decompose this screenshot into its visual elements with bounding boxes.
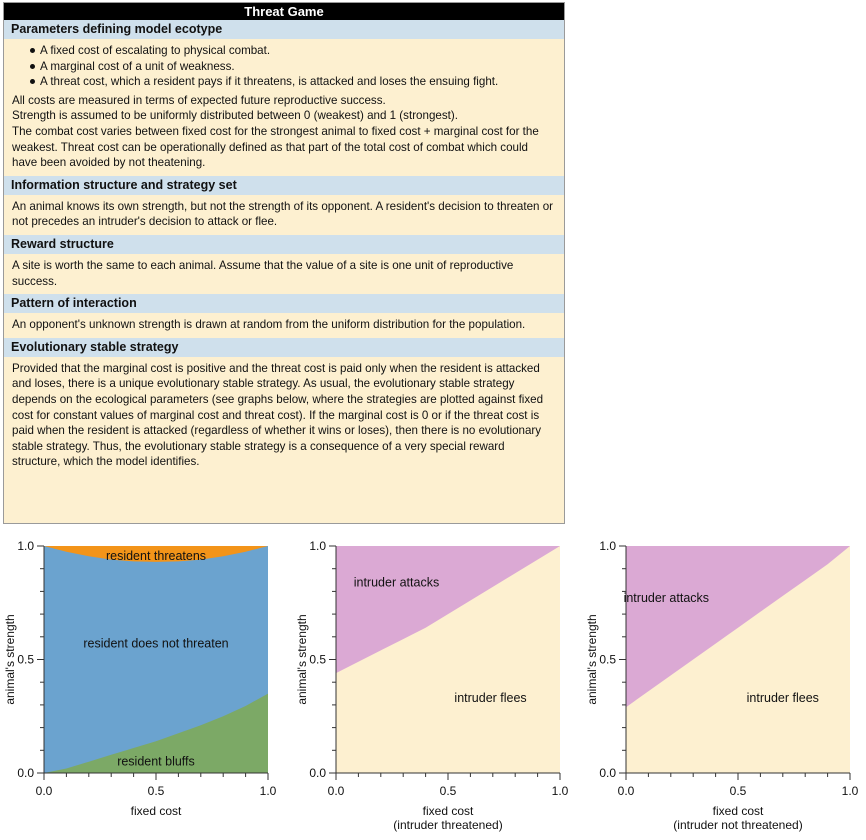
y-tick-label: 0.0 bbox=[599, 766, 616, 780]
y-tick-label: 0.0 bbox=[309, 766, 326, 780]
region-label-resident-threatens: resident threatens bbox=[106, 549, 206, 563]
ecotype-bullet-list: A fixed cost of escalating to physical c… bbox=[12, 43, 556, 93]
y-tick-label: 1.0 bbox=[17, 539, 34, 553]
y-tick-label: 0.5 bbox=[309, 653, 326, 667]
region-intruder-attacks bbox=[336, 546, 560, 674]
x-axis-label-line2: (intruder threatened) bbox=[393, 818, 502, 832]
intruder-not-threatened-chart: 0.0 0.5 1.0 0.0 0.5 1.0 fixed cost(intruder no… bbox=[585, 539, 859, 832]
x-tick-label: 1.0 bbox=[552, 784, 569, 798]
section-heading-information: Information structure and strategy set bbox=[4, 175, 564, 195]
x-tick-label: 0.5 bbox=[730, 784, 747, 798]
x-axis-label: fixed cost bbox=[713, 804, 764, 818]
x-tick-label: 1.0 bbox=[842, 784, 859, 798]
region-label-intruder-flees: intruder flees bbox=[747, 691, 819, 705]
section-body-information: An animal knows its own strength, but no… bbox=[12, 199, 553, 229]
section-heading-ess: Evolutionary stable strategy bbox=[4, 337, 564, 357]
region-resident-bluffs bbox=[44, 693, 268, 773]
y-axis-label: animal's strength bbox=[3, 614, 17, 704]
region-label-intruder-attacks: intruder attacks bbox=[624, 591, 709, 605]
x-tick-label: 0.0 bbox=[36, 784, 53, 798]
ecotype-line: Strength is assumed to be uniformly dist… bbox=[12, 109, 458, 123]
section-body-ess: Provided that the marginal cost is posit… bbox=[12, 361, 544, 469]
threat-game-panel: Threat Game Parameters defining model ec… bbox=[3, 2, 565, 524]
y-axis-label: animal's strength bbox=[295, 614, 309, 704]
section-heading-ecotype: Parameters defining model ecotype bbox=[4, 20, 564, 39]
region-intruder-attacks bbox=[626, 546, 850, 708]
region-label-resident-bluffs: resident bluffs bbox=[117, 755, 195, 769]
resident-strategy-chart: 0.0 0.5 1.0 0.0 0.5 1.0 fixed cost animal's str… bbox=[3, 539, 277, 818]
x-tick-label: 0.0 bbox=[328, 784, 345, 798]
x-axis-label-line2: (intruder not threatened) bbox=[673, 818, 802, 832]
section-heading-reward: Reward structure bbox=[4, 234, 564, 254]
section-heading-interaction: Pattern of interaction bbox=[4, 294, 564, 314]
bullet-item: A threat cost, which a resident pays if … bbox=[30, 74, 556, 90]
x-tick-label: 0.0 bbox=[618, 784, 635, 798]
y-tick-label: 0.5 bbox=[599, 653, 616, 667]
region-label-intruder-attacks: intruder attacks bbox=[354, 575, 439, 589]
y-tick-label: 0.0 bbox=[17, 766, 34, 780]
section-body-interaction: An opponent's unknown strength is drawn … bbox=[12, 318, 526, 332]
y-tick-label: 1.0 bbox=[309, 539, 326, 553]
intruder-threatened-chart: 0.0 0.5 1.0 0.0 0.5 1.0 fixed cost(intruder th… bbox=[295, 539, 569, 832]
region-label-intruder-flees: intruder flees bbox=[454, 691, 526, 705]
region-resident-threatens bbox=[44, 546, 268, 562]
y-tick-label: 0.5 bbox=[17, 653, 34, 667]
x-axis-label: fixed cost bbox=[423, 804, 474, 818]
x-axis-label: fixed cost bbox=[131, 804, 182, 818]
section-body-ecotype: A fixed cost of escalating to physical c… bbox=[4, 39, 564, 176]
y-axis-label: animal's strength bbox=[585, 614, 599, 704]
bullet-item: A fixed cost of escalating to physical c… bbox=[30, 43, 556, 59]
region-label-resident-does-not-threaten: resident does not threaten bbox=[83, 637, 228, 651]
section-body-reward: A site is worth the same to each animal.… bbox=[12, 258, 514, 288]
ecotype-line: The combat cost varies between fixed cos… bbox=[12, 124, 539, 170]
ecotype-line: All costs are measured in terms of expec… bbox=[12, 93, 386, 107]
x-tick-label: 0.5 bbox=[440, 784, 457, 798]
y-tick-label: 1.0 bbox=[599, 539, 616, 553]
bullet-item: A marginal cost of a unit of weakness. bbox=[30, 59, 556, 75]
x-tick-label: 0.5 bbox=[148, 784, 165, 798]
panel-title: Threat Game bbox=[4, 3, 564, 20]
x-tick-label: 1.0 bbox=[260, 784, 277, 798]
